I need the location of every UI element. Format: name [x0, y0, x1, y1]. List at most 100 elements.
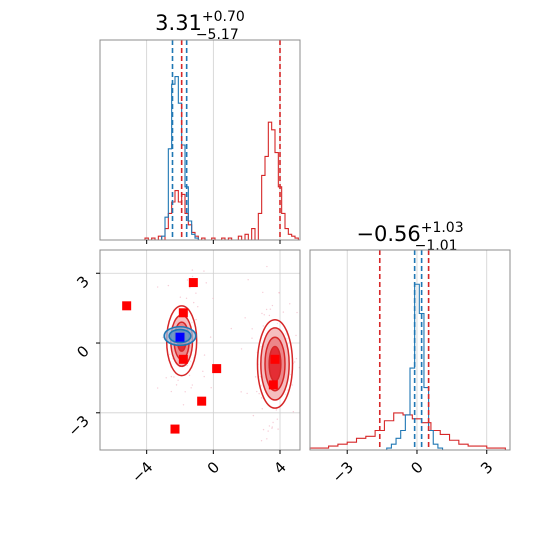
- joint-sample-point: [272, 421, 274, 424]
- joint-sample-point: [210, 386, 212, 389]
- joint-sample-point: [266, 438, 268, 440]
- red-marker: [197, 396, 207, 406]
- joint-sample-point: [300, 458, 301, 459]
- joint-sample-point: [293, 361, 296, 363]
- joint-sample-point: [185, 297, 188, 300]
- joint-sample-point: [191, 384, 194, 386]
- joint-sample-point: [301, 398, 302, 399]
- joint-ytick-label: −3: [64, 412, 92, 440]
- joint-sample-point: [191, 321, 193, 324]
- joint-sample-point: [230, 327, 232, 330]
- joint-contour-param1-param2: −4 0 4 −3 0 3: [64, 236, 302, 503]
- joint-sample-point: [282, 311, 285, 313]
- joint-sample-point: [265, 308, 268, 311]
- joint-sample-point: [167, 284, 170, 287]
- blue-marker: [175, 332, 185, 342]
- joint-sample-point: [209, 336, 212, 338]
- joint-sample-point: [184, 391, 186, 393]
- joint-sample-point: [244, 317, 246, 319]
- joint-sample-point: [260, 345, 262, 348]
- joint-sample-point: [271, 304, 274, 307]
- red-marker: [212, 364, 222, 374]
- red-contour-mode2-level4: [268, 345, 282, 383]
- joint-sample-point: [271, 427, 273, 429]
- joint-sample-point: [174, 236, 175, 237]
- joint-sample-point: [268, 314, 271, 317]
- joint-sample-point: [203, 375, 205, 378]
- joint-sample-point: [170, 390, 173, 393]
- red-marker: [178, 354, 188, 364]
- joint-sample-point: [191, 275, 194, 278]
- joint-sample-point: [170, 375, 173, 378]
- joint-sample-point: [182, 404, 185, 406]
- joint-sample-point: [197, 305, 199, 308]
- joint-sample-point: [202, 370, 204, 373]
- marginal-histogram-param2: −0.56+1.03 −1.01 −3 0 3: [309, 220, 511, 486]
- joint-xtick-label: 0: [204, 458, 223, 477]
- joint-ytick-label: 0: [73, 342, 92, 361]
- joint-sample-point: [247, 278, 249, 281]
- joint-sample-point: [301, 369, 302, 370]
- param2-axes-frame: [309, 249, 511, 451]
- joint-sample-point: [259, 375, 262, 378]
- joint-sample-point: [189, 360, 192, 363]
- joint-sample-point: [191, 269, 194, 271]
- joint-sample-point: [271, 426, 273, 428]
- param1-axes-frame: [99, 39, 301, 241]
- joint-sample-point: [252, 414, 255, 417]
- red-marker: [188, 278, 198, 288]
- joint-sample-point: [266, 265, 268, 268]
- joint-sample-point: [179, 296, 182, 298]
- joint-sample-point: [261, 312, 263, 315]
- param2-title: −0.56+1.03 −1.01: [356, 220, 463, 254]
- joint-sample-point: [234, 502, 235, 503]
- joint-sample-point: [268, 425, 271, 427]
- joint-sample-point: [188, 374, 191, 377]
- joint-sample-point: [267, 430, 269, 432]
- joint-sample-point: [275, 409, 278, 411]
- param2-xtick-label: −3: [329, 458, 357, 486]
- joint-axes-frame: [99, 249, 301, 451]
- param1-title: 3.31+0.70 −5.17: [155, 9, 245, 43]
- joint-sample-point: [251, 328, 253, 330]
- joint-sample-point: [175, 384, 178, 386]
- joint-sample-point: [289, 373, 292, 376]
- joint-sample-point: [277, 428, 279, 430]
- joint-sample-point: [269, 308, 272, 310]
- joint-sample-point: [286, 389, 289, 391]
- joint-sample-point: [263, 314, 265, 316]
- red-marker: [122, 301, 132, 311]
- red-marker: [178, 308, 188, 318]
- joint-sample-point: [260, 440, 263, 442]
- red-marker: [268, 380, 278, 390]
- joint-xtick-label: −4: [128, 458, 156, 486]
- joint-sample-point: [276, 322, 279, 325]
- joint-sample-point: [258, 392, 260, 395]
- joint-sample-point: [195, 292, 197, 294]
- joint-sample-point: [260, 385, 262, 387]
- joint-sample-point: [190, 387, 192, 389]
- joint-sample-point: [173, 376, 175, 378]
- param1-title-upper: +0.70: [202, 9, 245, 25]
- joint-sample-point: [289, 303, 291, 305]
- joint-sample-point: [171, 357, 174, 360]
- param1-hist-red: [144, 121, 299, 241]
- joint-sample-point: [285, 333, 287, 335]
- joint-sample-point: [300, 440, 301, 441]
- joint-sample-point: [246, 392, 248, 395]
- joint-sample-point: [286, 338, 288, 340]
- joint-sample-point: [295, 357, 298, 360]
- joint-sample-point: [186, 364, 188, 367]
- joint-sample-point: [240, 391, 242, 393]
- joint-sample-point: [295, 334, 297, 337]
- joint-sample-point: [186, 279, 189, 281]
- joint-sample-point: [193, 301, 195, 304]
- param2-xtick-label: 3: [477, 458, 496, 477]
- joint-sample-point: [189, 287, 191, 289]
- joint-sample-point: [195, 318, 197, 321]
- joint-sample-point: [261, 408, 263, 410]
- param2-hist-red: [309, 412, 506, 450]
- joint-sample-point: [156, 286, 159, 288]
- joint-sample-point: [260, 397, 263, 399]
